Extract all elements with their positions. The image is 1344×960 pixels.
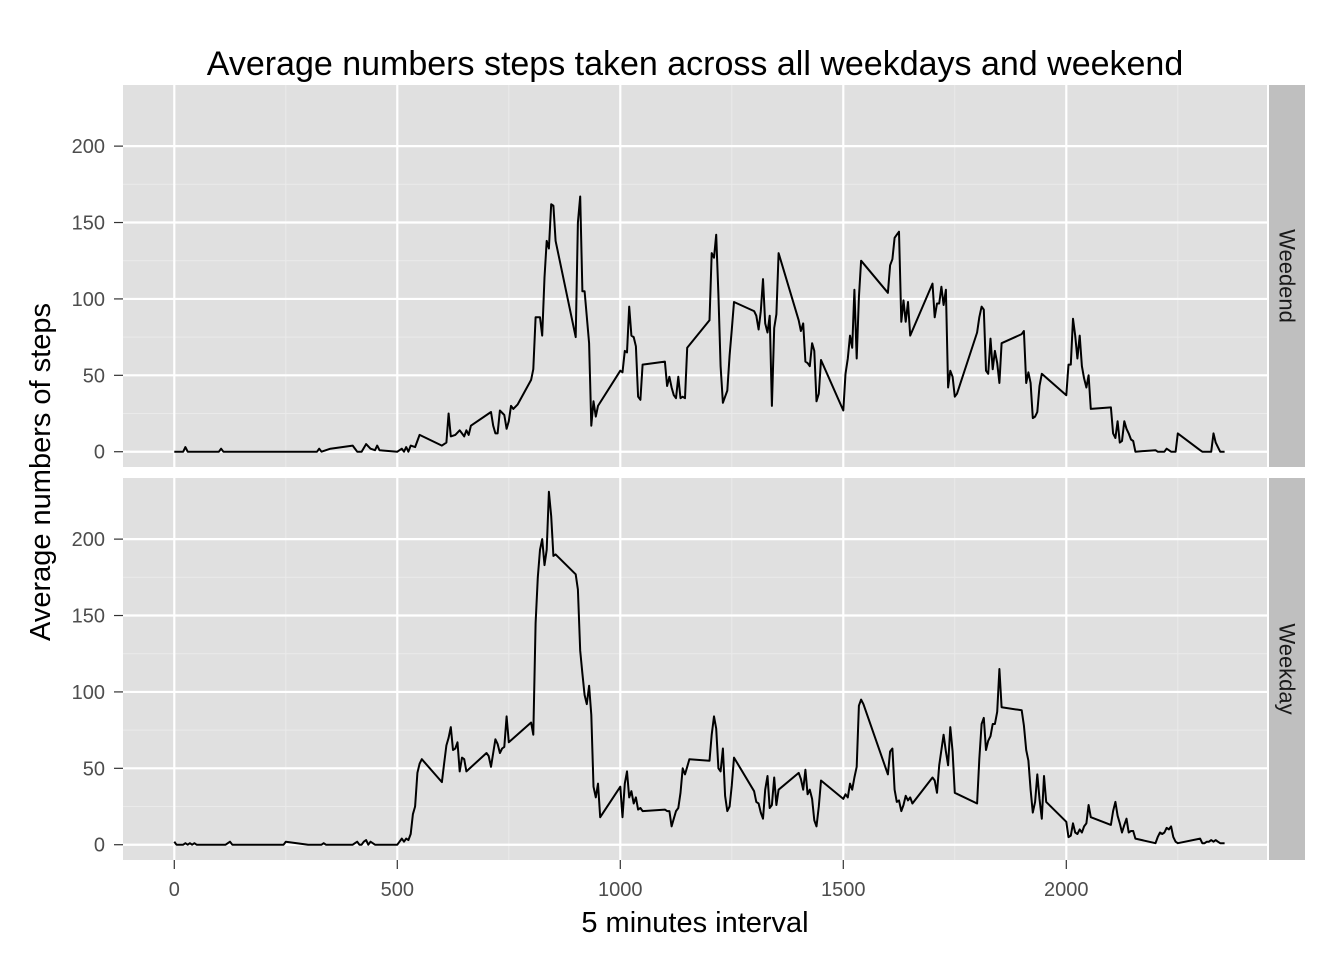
x-tick-label: 0 bbox=[169, 879, 180, 901]
y-tick-label: 200 bbox=[72, 529, 105, 551]
y-tick-label: 100 bbox=[72, 682, 105, 704]
y-tick-label: 0 bbox=[94, 835, 105, 857]
x-axis: 0 500 1000 1500 2000 bbox=[169, 860, 1089, 901]
x-axis-title: 5 minutes interval bbox=[581, 907, 808, 939]
panel-background bbox=[123, 478, 1267, 860]
facet-panels: 0 50 100 150 200 Weedend 0 50 100 150 200 Weekday 0 5… bbox=[72, 85, 1305, 901]
x-tick-label: 2000 bbox=[1044, 879, 1089, 901]
y-tick-label: 150 bbox=[72, 213, 105, 235]
y-tick-label: 0 bbox=[94, 442, 105, 464]
facet-panel-2: 0 50 100 150 200 Weekday bbox=[72, 478, 1305, 860]
x-tick-label: 1000 bbox=[598, 879, 643, 901]
chart-title: Average numbers steps taken across all w… bbox=[207, 45, 1184, 83]
series-line-2 bbox=[173, 490, 1225, 846]
facet-panel-1: 0 50 100 150 200 Weedend bbox=[72, 85, 1305, 467]
facet-strip bbox=[1269, 478, 1305, 860]
y-tick-label: 200 bbox=[72, 136, 105, 158]
facet-strip-label: Weekday bbox=[1275, 623, 1300, 714]
y-tick-label: 100 bbox=[72, 289, 105, 311]
x-tick-label: 500 bbox=[381, 879, 414, 901]
panel-background bbox=[123, 85, 1267, 467]
facet-strip-label: Weedend bbox=[1275, 229, 1300, 323]
facet-strip bbox=[1269, 85, 1305, 467]
y-tick-label: 50 bbox=[83, 758, 105, 780]
y-tick-label: 50 bbox=[83, 365, 105, 387]
series-line-1 bbox=[174, 195, 1225, 453]
y-tick-label: 150 bbox=[72, 606, 105, 628]
y-axis-title: Average numbers of steps bbox=[25, 303, 57, 641]
x-tick-label: 1500 bbox=[821, 879, 866, 901]
